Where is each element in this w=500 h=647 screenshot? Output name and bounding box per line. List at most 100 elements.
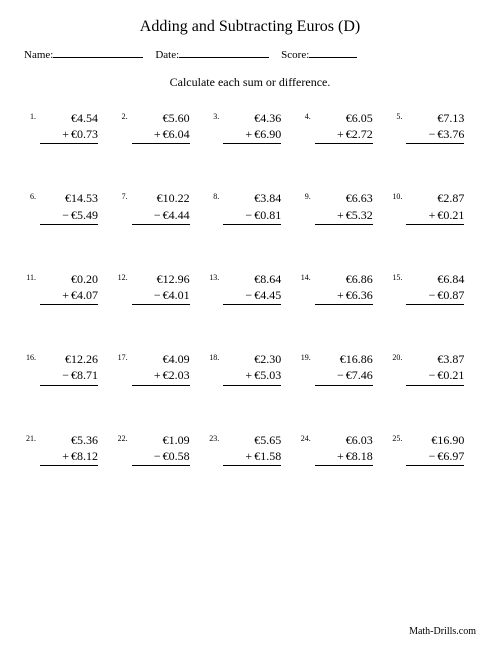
problem: 11. €0.20+€4.07 <box>24 271 110 305</box>
date-label: Date: <box>155 49 179 61</box>
problem-body: €3.84−€0.81 <box>223 190 281 224</box>
operator: + <box>62 127 69 141</box>
operator: + <box>337 449 344 463</box>
problem-operand: €2.03 <box>163 368 190 382</box>
problem-number: 3. <box>207 110 219 121</box>
problem-top: €6.86 <box>315 271 373 287</box>
problem-body: €14.53−€5.49 <box>40 190 98 224</box>
problem-body: €6.05+€2.72 <box>315 110 373 144</box>
problem-top: €6.63 <box>315 190 373 206</box>
problem-top: €12.26 <box>40 351 98 367</box>
problem-bottom: −€0.21 <box>406 367 464 385</box>
problem-bottom: −€4.01 <box>132 287 190 305</box>
name-blank[interactable] <box>53 48 143 58</box>
page-title: Adding and Subtracting Euros (D) <box>24 18 476 36</box>
problem-body: €12.96−€4.01 <box>132 271 190 305</box>
problem-number: 19. <box>299 351 311 362</box>
problem: 23.€5.65+€1.58 <box>207 432 293 466</box>
problem-bottom: +€8.18 <box>315 448 373 466</box>
problem-body: €1.09−€0.58 <box>132 432 190 466</box>
problem: 1.€4.54+€0.73 <box>24 110 110 144</box>
problem-number: 21. <box>24 432 36 443</box>
problem-body: €16.86−€7.46 <box>315 351 373 385</box>
problem-grid: 1.€4.54+€0.732.€5.60+€6.043.€4.36+€6.904… <box>24 110 476 466</box>
problem-top: €4.54 <box>40 110 98 126</box>
operator: + <box>154 127 161 141</box>
operator: − <box>429 127 436 141</box>
problem-body: €4.54+€0.73 <box>40 110 98 144</box>
problem-number: 24. <box>299 432 311 443</box>
problem-operand: €5.03 <box>254 368 281 382</box>
problem: 22. €1.09−€0.58 <box>116 432 202 466</box>
problem-operand: €5.49 <box>71 208 98 222</box>
operator: − <box>429 449 436 463</box>
operator: + <box>245 127 252 141</box>
problem: 19. €16.86−€7.46 <box>299 351 385 385</box>
operator: − <box>154 208 161 222</box>
problem-number: 11. <box>24 271 36 282</box>
operator: − <box>154 449 161 463</box>
problem-bottom: +€8.12 <box>40 448 98 466</box>
operator: − <box>337 368 344 382</box>
problem-operand: €4.45 <box>254 288 281 302</box>
score-blank[interactable] <box>309 48 357 58</box>
problem-body: €7.13−€3.76 <box>406 110 464 144</box>
date-blank[interactable] <box>179 48 269 58</box>
problem-top: €6.03 <box>315 432 373 448</box>
problem-top: €7.13 <box>406 110 464 126</box>
problem-body: €6.86+€6.36 <box>315 271 373 305</box>
problem-top: €2.87 <box>406 190 464 206</box>
problem-operand: €0.58 <box>163 449 190 463</box>
problem-operand: €5.32 <box>346 208 373 222</box>
instruction: Calculate each sum or difference. <box>24 75 476 90</box>
problem: 10. €2.87+€0.21 <box>390 190 476 224</box>
problem-body: €12.26−€8.71 <box>40 351 98 385</box>
problem-number: 9. <box>299 190 311 201</box>
problem: 6. €14.53−€5.49 <box>24 190 110 224</box>
operator: + <box>337 208 344 222</box>
problem-number: 5. <box>390 110 402 121</box>
problem-number: 10. <box>390 190 402 201</box>
problem-number: 12. <box>116 271 128 282</box>
problem-bottom: +€0.21 <box>406 207 464 225</box>
problem-number: 8. <box>207 190 219 201</box>
problem-top: €5.60 <box>132 110 190 126</box>
problem-bottom: +€1.58 <box>223 448 281 466</box>
problem-number: 6. <box>24 190 36 201</box>
operator: − <box>62 208 69 222</box>
problem: 8. €3.84−€0.81 <box>207 190 293 224</box>
problem-body: €3.87−€0.21 <box>406 351 464 385</box>
problem-number: 2. <box>116 110 128 121</box>
operator: + <box>154 368 161 382</box>
problem-top: €4.36 <box>223 110 281 126</box>
operator: + <box>245 368 252 382</box>
problem-body: €0.20+€4.07 <box>40 271 98 305</box>
operator: − <box>62 368 69 382</box>
problem-top: €12.96 <box>132 271 190 287</box>
operator: + <box>62 449 69 463</box>
problem: 15.€6.84−€0.87 <box>390 271 476 305</box>
problem: 4.€6.05+€2.72 <box>299 110 385 144</box>
problem-top: €1.09 <box>132 432 190 448</box>
problem-number: 14. <box>299 271 311 282</box>
meta-row: Name: Date: Score: <box>24 48 476 61</box>
problem-bottom: +€2.03 <box>132 367 190 385</box>
operator: − <box>429 368 436 382</box>
problem-operand: €6.90 <box>254 127 281 141</box>
problem-body: €10.22−€4.44 <box>132 190 190 224</box>
problem-number: 17. <box>116 351 128 362</box>
problem: 13.€8.64−€4.45 <box>207 271 293 305</box>
problem-bottom: −€8.71 <box>40 367 98 385</box>
problem-bottom: +€4.07 <box>40 287 98 305</box>
problem: 25.€16.90−€6.97 <box>390 432 476 466</box>
problem-top: €5.65 <box>223 432 281 448</box>
problem-top: €6.05 <box>315 110 373 126</box>
problem-number: 22. <box>116 432 128 443</box>
problem-number: 16. <box>24 351 36 362</box>
problem-operand: €3.76 <box>437 127 464 141</box>
operator: + <box>337 288 344 302</box>
problem-operand: €8.12 <box>71 449 98 463</box>
problem-operand: €2.72 <box>346 127 373 141</box>
problem-bottom: −€0.81 <box>223 207 281 225</box>
problem-number: 18. <box>207 351 219 362</box>
